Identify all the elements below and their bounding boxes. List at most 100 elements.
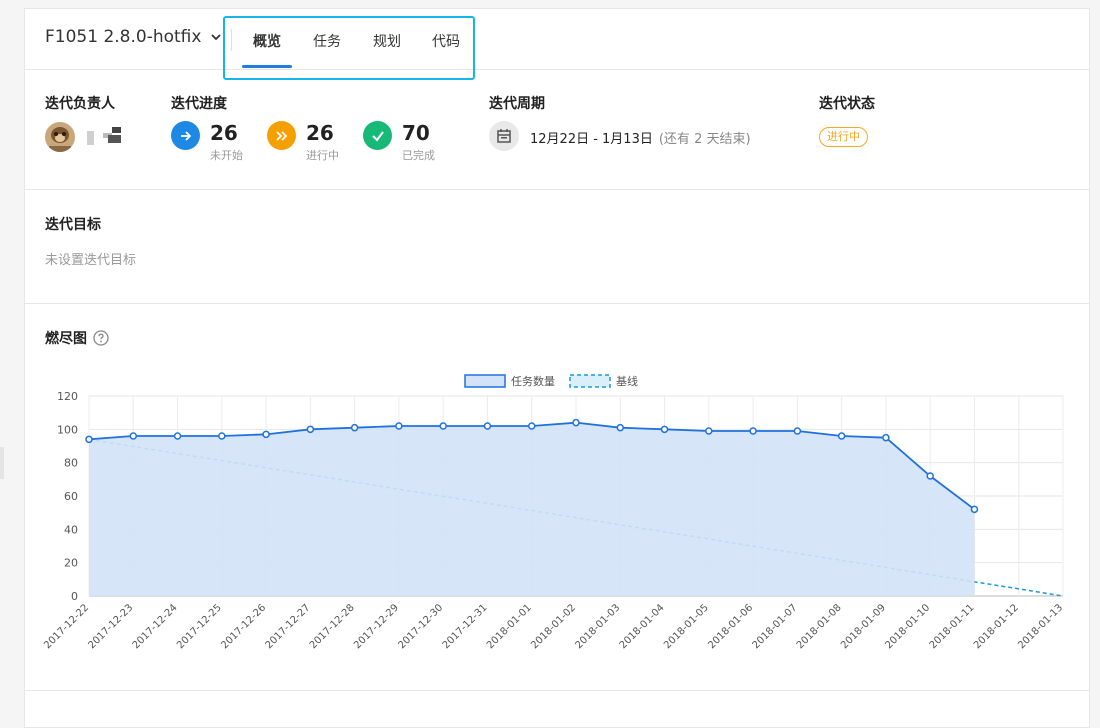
double-chevron-icon bbox=[267, 121, 296, 150]
x-tick-label: 2017-12-25 bbox=[175, 602, 224, 651]
chevron-down-icon bbox=[211, 34, 222, 41]
x-tick-label: 2018-01-03 bbox=[574, 602, 623, 651]
x-tick-label: 2018-01-06 bbox=[706, 602, 755, 651]
status-label: 迭代状态 bbox=[819, 96, 875, 112]
sprint-overview-card: F1051 2.8.0-hotfix 概览 任务 规划 代码 迭代负责人 迭代进… bbox=[24, 8, 1090, 728]
task-count-point bbox=[882, 433, 890, 442]
task-count-point bbox=[395, 422, 403, 430]
burndown-title-row: 燃尽图 bbox=[45, 328, 109, 348]
tab-overview[interactable]: 概览 bbox=[253, 34, 281, 50]
x-tick-label: 2018-01-13 bbox=[1016, 602, 1065, 651]
x-tick-label: 2017-12-30 bbox=[396, 602, 445, 651]
tab-divider bbox=[231, 29, 232, 51]
x-tick-label: 2017-12-28 bbox=[308, 602, 357, 651]
calendar-icon bbox=[489, 121, 519, 151]
x-tick-label: 2018-01-08 bbox=[795, 602, 844, 651]
owner-name-redacted-2 bbox=[103, 127, 121, 143]
sprint-selector[interactable]: F1051 2.8.0-hotfix bbox=[45, 27, 223, 47]
task-count-point bbox=[660, 425, 669, 434]
owner-label: 迭代负责人 bbox=[45, 96, 115, 112]
check-icon bbox=[363, 121, 392, 150]
progress-label: 迭代进度 bbox=[171, 96, 227, 112]
progress-not-started[interactable]: 26 未开始 bbox=[171, 121, 243, 163]
x-tick-label: 2018-01-10 bbox=[883, 602, 932, 651]
x-tick-label: 2017-12-31 bbox=[441, 602, 490, 651]
arrow-right-icon bbox=[171, 121, 200, 150]
period-label: 迭代周期 bbox=[489, 96, 545, 112]
y-tick-label: 100 bbox=[57, 423, 78, 436]
y-tick-label: 120 bbox=[57, 390, 78, 403]
legend-swatch-baseline bbox=[569, 374, 611, 388]
x-tick-label: 2017-12-29 bbox=[352, 602, 401, 651]
period-remaining: (还有 2 天结束) bbox=[658, 132, 751, 147]
x-tick-label: 2017-12-24 bbox=[131, 602, 180, 651]
question-circle-icon[interactable] bbox=[93, 330, 109, 346]
x-tick-label: 2018-01-01 bbox=[485, 602, 534, 651]
active-tab-indicator bbox=[242, 65, 292, 68]
task-count-point bbox=[439, 422, 447, 430]
task-count-point bbox=[306, 425, 315, 434]
legend-label-task-count: 任务数量 bbox=[511, 375, 555, 388]
x-tick-label: 2018-01-02 bbox=[529, 602, 578, 651]
y-tick-label: 40 bbox=[64, 523, 78, 536]
progress-caption: 已完成 bbox=[402, 149, 435, 162]
x-tick-label: 2017-12-23 bbox=[87, 602, 136, 651]
progress-count: 26 bbox=[210, 121, 238, 145]
tab-code[interactable]: 代码 bbox=[432, 34, 460, 50]
task-count-point bbox=[926, 472, 934, 480]
progress-count: 26 bbox=[306, 121, 334, 145]
sprint-name: F1051 2.8.0-hotfix bbox=[45, 27, 202, 47]
sprint-goal-section: 迭代目标 未设置迭代目标 bbox=[25, 190, 1089, 304]
side-panel-handle[interactable] bbox=[0, 447, 4, 479]
burndown-section: 0 20 40 60 80 100 120 2017-12-22 2017-12-23 2017-… bbox=[25, 304, 1089, 724]
y-tick-label: 0 bbox=[71, 590, 78, 603]
x-tick-label: 2018-01-09 bbox=[839, 602, 888, 651]
sprint-period: 12月22日 - 1月13日 (还有 2 天结束) bbox=[530, 128, 751, 147]
task-count-point bbox=[793, 427, 802, 435]
progress-caption: 未开始 bbox=[210, 149, 243, 162]
burndown-title: 燃尽图 bbox=[45, 331, 87, 347]
burndown-chart: 0204060801001202017-12-222017-12-232017-… bbox=[42, 374, 1065, 651]
y-tick-label: 60 bbox=[64, 490, 78, 503]
x-tick-label: 2018-01-12 bbox=[972, 602, 1021, 651]
sprint-info: 迭代负责人 迭代进度 迭代周期 迭代状态 26 bbox=[25, 69, 1089, 190]
y-tick-label: 20 bbox=[64, 557, 78, 570]
progress-done[interactable]: 70 已完成 bbox=[363, 121, 435, 163]
progress-caption: 进行中 bbox=[306, 149, 339, 162]
goal-empty-text: 未设置迭代目标 bbox=[45, 253, 137, 268]
avatar[interactable] bbox=[45, 122, 75, 152]
tab-plan[interactable]: 规划 bbox=[373, 34, 401, 50]
progress-count: 70 bbox=[402, 121, 430, 145]
task-count-point bbox=[970, 505, 979, 514]
x-tick-label: 2018-01-07 bbox=[751, 602, 800, 651]
x-tick-label: 2018-01-04 bbox=[618, 602, 667, 651]
task-count-point bbox=[749, 427, 757, 435]
task-count-point bbox=[218, 432, 226, 440]
sprint-header: F1051 2.8.0-hotfix 概览 任务 规划 代码 bbox=[25, 9, 1089, 80]
task-count-point bbox=[173, 432, 182, 440]
x-tick-label: 2017-12-27 bbox=[264, 602, 313, 651]
task-count-point bbox=[483, 422, 492, 430]
goal-title: 迭代目标 bbox=[45, 217, 101, 233]
x-tick-label: 2017-12-26 bbox=[219, 602, 268, 651]
legend-swatch-task-count bbox=[464, 374, 506, 388]
task-count-point bbox=[350, 423, 359, 432]
task-count-point bbox=[616, 423, 625, 432]
section-divider bbox=[25, 690, 1089, 691]
task-count-point bbox=[837, 432, 846, 440]
tab-tasks[interactable]: 任务 bbox=[313, 34, 341, 50]
task-count-area bbox=[89, 422, 975, 596]
y-tick-label: 80 bbox=[64, 457, 78, 470]
x-tick-label: 2017-12-22 bbox=[42, 602, 91, 651]
task-count-point bbox=[129, 432, 138, 440]
owner-name-redacted bbox=[87, 131, 94, 145]
task-count-point bbox=[527, 422, 536, 430]
tabs-highlight-frame bbox=[223, 16, 475, 80]
period-range: 12月22日 - 1月13日 bbox=[530, 132, 653, 147]
status-badge[interactable]: 进行中 bbox=[819, 127, 868, 147]
x-tick-label: 2018-01-05 bbox=[662, 602, 711, 651]
x-tick-label: 2018-01-11 bbox=[928, 602, 977, 651]
task-count-point bbox=[572, 418, 580, 427]
legend-label-baseline: 基线 bbox=[616, 374, 638, 388]
progress-in-progress[interactable]: 26 进行中 bbox=[267, 121, 339, 163]
